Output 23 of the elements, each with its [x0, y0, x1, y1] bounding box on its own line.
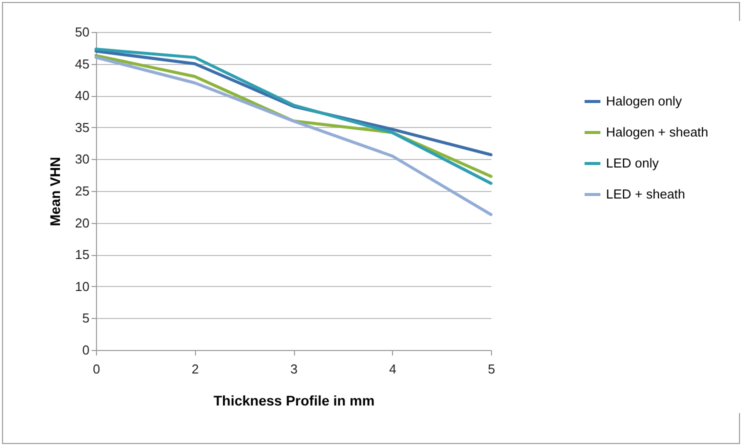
y-tick-label: 30	[75, 152, 90, 167]
y-axis-title: Mean VHN	[47, 156, 64, 226]
y-tick-label: 35	[75, 120, 90, 135]
x-tick-label: 0	[92, 362, 100, 376]
x-tick-label: 2	[192, 362, 199, 376]
y-tick-label: 50	[75, 24, 90, 40]
x-tick-label: 4	[389, 362, 396, 376]
x-tick-label: 5	[488, 362, 496, 376]
x-axis-title: Thickness Profile in mm	[213, 392, 375, 408]
legend-label: Halogen + sheath	[606, 124, 708, 140]
y-tick-label: 5	[82, 310, 90, 326]
legend-label: LED only	[606, 156, 660, 170]
legend-label: LED + sheath	[606, 186, 686, 202]
x-tick-label: 3	[290, 362, 298, 376]
line-series	[94, 56, 492, 216]
y-tick-label: 10	[75, 278, 90, 294]
y-tick-label: 20	[75, 215, 90, 230]
y-tick-label: 40	[75, 88, 90, 104]
y-tick-label: 0	[82, 342, 90, 358]
y-tick-label: 25	[75, 184, 90, 198]
y-tick-label: 45	[75, 56, 90, 72]
y-tick-label: 15	[75, 247, 90, 262]
legend-label: Halogen only	[606, 94, 682, 108]
